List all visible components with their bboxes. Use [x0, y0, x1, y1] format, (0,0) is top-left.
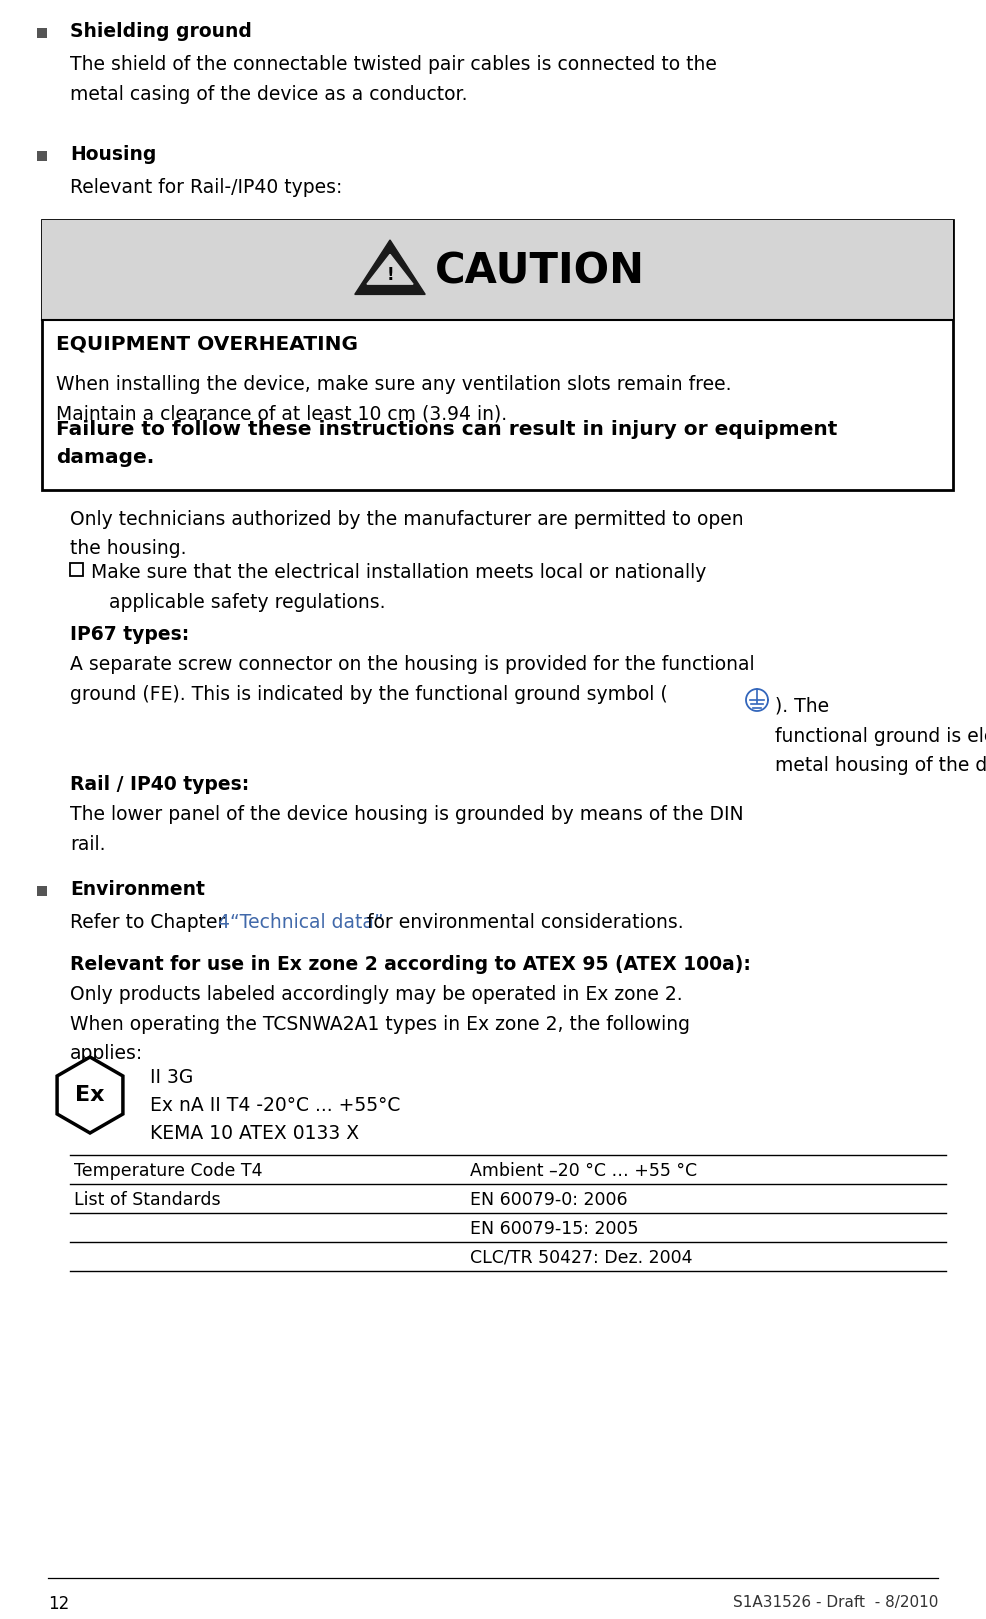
Text: Relevant for use in Ex zone 2 according to ATEX 95 (ATEX 100a):: Relevant for use in Ex zone 2 according …: [70, 955, 751, 975]
Text: The lower panel of the device housing is grounded by means of the DIN
rail.: The lower panel of the device housing is…: [70, 805, 743, 853]
Text: !: !: [387, 266, 393, 283]
Text: Relevant for Rail-/IP40 types:: Relevant for Rail-/IP40 types:: [70, 178, 342, 198]
Text: 4“Technical data”: 4“Technical data”: [218, 913, 384, 933]
Text: Ex: Ex: [75, 1085, 105, 1106]
Text: Only technicians authorized by the manufacturer are permitted to open
the housin: Only technicians authorized by the manuf…: [70, 510, 743, 559]
Text: Environment: Environment: [70, 881, 205, 899]
Text: Ex nA II T4 -20°C ... +55°C: Ex nA II T4 -20°C ... +55°C: [150, 1096, 400, 1115]
Text: Temperature Code T4: Temperature Code T4: [74, 1162, 262, 1180]
Bar: [36, 151, 46, 160]
Text: Refer to Chapter: Refer to Chapter: [70, 913, 232, 933]
Text: EN 60079-15: 2005: EN 60079-15: 2005: [470, 1221, 639, 1239]
Text: CLC/TR 50427: Dez. 2004: CLC/TR 50427: Dez. 2004: [470, 1248, 692, 1268]
Text: 12: 12: [48, 1595, 69, 1613]
Text: List of Standards: List of Standards: [74, 1192, 221, 1209]
Text: The shield of the connectable twisted pair cables is connected to the
metal casi: The shield of the connectable twisted pa…: [70, 55, 717, 104]
Bar: [36, 886, 46, 895]
Text: Failure to follow these instructions can result in injury or equipment
damage.: Failure to follow these instructions can…: [56, 419, 837, 466]
Text: Ambient –20 °C … +55 °C: Ambient –20 °C … +55 °C: [470, 1162, 697, 1180]
Bar: [36, 28, 46, 37]
Bar: [70, 563, 83, 576]
Text: Rail / IP40 types:: Rail / IP40 types:: [70, 776, 249, 793]
Bar: [42, 220, 953, 491]
Text: for environmental considerations.: for environmental considerations.: [361, 913, 683, 933]
Text: Housing: Housing: [70, 146, 157, 164]
Text: When installing the device, make sure any ventilation slots remain free.
Maintai: When installing the device, make sure an…: [56, 376, 732, 424]
Bar: [42, 220, 953, 321]
Text: S1A31526 - Draft  - 8/2010: S1A31526 - Draft - 8/2010: [733, 1595, 938, 1609]
Text: A separate screw connector on the housing is provided for the functional
ground : A separate screw connector on the housin…: [70, 656, 754, 704]
Text: EN 60079-0: 2006: EN 60079-0: 2006: [470, 1192, 628, 1209]
Text: II 3G: II 3G: [150, 1069, 193, 1086]
Text: EQUIPMENT OVERHEATING: EQUIPMENT OVERHEATING: [56, 335, 358, 355]
Text: Shielding ground: Shielding ground: [70, 23, 251, 40]
Polygon shape: [367, 254, 413, 285]
Text: Only products labeled accordingly may be operated in Ex zone 2.
When operating t: Only products labeled accordingly may be…: [70, 984, 690, 1064]
Text: IP67 types:: IP67 types:: [70, 625, 189, 644]
Text: ). The
functional ground is electrically connected to the switching ground and t: ). The functional ground is electrically…: [775, 698, 986, 776]
Text: KEMA 10 ATEX 0133 X: KEMA 10 ATEX 0133 X: [150, 1124, 359, 1143]
Text: CAUTION: CAUTION: [435, 251, 645, 293]
Polygon shape: [355, 240, 425, 295]
Text: Make sure that the electrical installation meets local or nationally
   applicab: Make sure that the electrical installati…: [91, 563, 706, 612]
Polygon shape: [57, 1057, 123, 1133]
